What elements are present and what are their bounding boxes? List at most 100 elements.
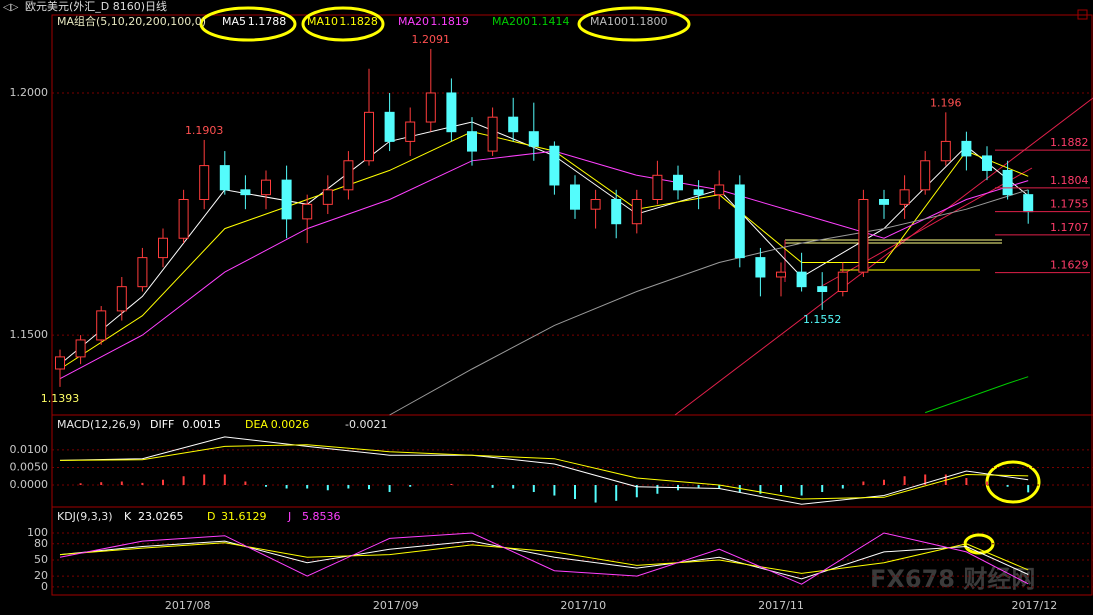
y-tick-label: 100: [27, 526, 48, 539]
y-tick-label: 0.0000: [10, 478, 49, 491]
candle-body: [508, 116, 519, 133]
price-annotation: 1.1903: [185, 124, 224, 137]
x-tick-label: 2017/12: [1012, 599, 1058, 612]
y-tick-label: 0: [41, 580, 48, 593]
ma-line: [59, 436, 1029, 505]
candle-body: [1023, 194, 1034, 213]
y-tick-label: 0.0100: [10, 443, 49, 456]
candle-body: [858, 199, 869, 273]
candle-body: [528, 131, 539, 147]
nav-icon[interactable]: ◁▷: [3, 2, 19, 13]
legend-name: D: [207, 510, 215, 523]
x-tick-label: 2017/11: [758, 599, 804, 612]
ma-line: [925, 376, 1029, 414]
candle-body: [920, 160, 931, 191]
candle-body: [570, 184, 580, 210]
candle-body: [178, 199, 189, 239]
candle-body: [261, 179, 271, 196]
candle-body: [467, 131, 477, 152]
candle-body: [446, 92, 457, 133]
candle-body: [158, 237, 168, 259]
candle-body: [982, 155, 992, 171]
legend-name: DEA: [245, 418, 268, 431]
candle-body: [281, 179, 292, 220]
candle-body: [487, 116, 498, 152]
highlight: [577, 6, 691, 42]
candle-body: [611, 199, 622, 225]
highlight: [199, 6, 297, 42]
level-label: 1.1804: [1050, 174, 1089, 187]
legend-name: MA20: [398, 15, 429, 28]
ma-line: [59, 444, 1029, 500]
level-label: 1.1707: [1050, 221, 1089, 234]
candle-body: [302, 203, 313, 220]
ma-line: [59, 542, 1029, 574]
legend-title: MACD(12,26,9): [57, 418, 141, 431]
window-title: 欧元美元(外汇_D 8160)日线: [25, 0, 167, 13]
legend-value: 1.1800: [629, 15, 668, 28]
ma-line: [59, 540, 1029, 580]
y-tick-label: 1.1500: [10, 328, 49, 341]
candle-body: [879, 199, 889, 205]
legend-value: 1.1828: [339, 15, 378, 28]
legend-value: 1.1819: [430, 15, 469, 28]
candle-body: [961, 140, 972, 157]
candle-body: [425, 92, 436, 123]
legend-value: -0.0021: [345, 418, 387, 431]
candle-body: [652, 174, 663, 201]
candle-body: [199, 165, 210, 201]
ma-line: [389, 189, 1029, 416]
candle-body: [776, 271, 786, 278]
candle-body: [75, 339, 86, 358]
candle-body: [631, 199, 642, 225]
legend-value: 31.6129: [221, 510, 267, 523]
candle-body: [240, 189, 251, 196]
legend-name: MA100: [590, 15, 628, 28]
level-label: 1.1755: [1050, 198, 1089, 211]
level-label: 1.1882: [1050, 136, 1089, 149]
candle-body: [55, 356, 65, 370]
candle-body: [96, 310, 107, 341]
trend-line: [674, 97, 1093, 416]
legend-name: MA5: [222, 15, 246, 28]
legend-title: MA组合(5,10,20,200,100,0): [57, 14, 206, 28]
candle-body: [837, 271, 848, 293]
x-tick-label: 2017/10: [560, 599, 606, 612]
price-annotation: 1.1552: [803, 313, 842, 326]
candle-body: [1002, 169, 1013, 196]
candle-body: [693, 189, 704, 196]
candle-body: [940, 140, 951, 162]
candle-body: [734, 184, 745, 259]
candle-body: [322, 189, 333, 205]
candle-body: [590, 199, 601, 210]
y-tick-label: 0.0050: [10, 460, 49, 473]
price-annotation: 1.2091: [412, 33, 451, 46]
candle-body: [364, 111, 374, 162]
frame: [51, 14, 1093, 596]
x-tick-label: 2017/08: [165, 599, 211, 612]
price-annotation: 1.196: [930, 96, 962, 109]
legend-value: 23.0265: [138, 510, 184, 523]
y-tick-label: 50: [34, 553, 48, 566]
candle-body: [796, 271, 807, 288]
legend-name: K: [124, 510, 132, 523]
candle-body: [673, 174, 683, 191]
legend-value: 0.0015: [182, 418, 221, 431]
legend-value: 5.8536: [302, 510, 341, 523]
candle-body: [755, 257, 766, 278]
y-tick-label: 20: [34, 569, 48, 582]
candle-body: [219, 165, 230, 191]
level-label: 1.1629: [1050, 259, 1089, 272]
legend-name: MA10: [307, 15, 338, 28]
legend-name: J: [287, 510, 291, 523]
legend-name: MA200: [492, 15, 530, 28]
legend-title: KDJ(9,3,3): [57, 510, 113, 523]
candle-body: [116, 286, 127, 312]
highlight: [301, 6, 385, 42]
close-box[interactable]: [1077, 9, 1088, 20]
candle-body: [343, 160, 354, 191]
legend-value: 0.0026: [271, 418, 310, 431]
candle-body: [137, 257, 148, 288]
